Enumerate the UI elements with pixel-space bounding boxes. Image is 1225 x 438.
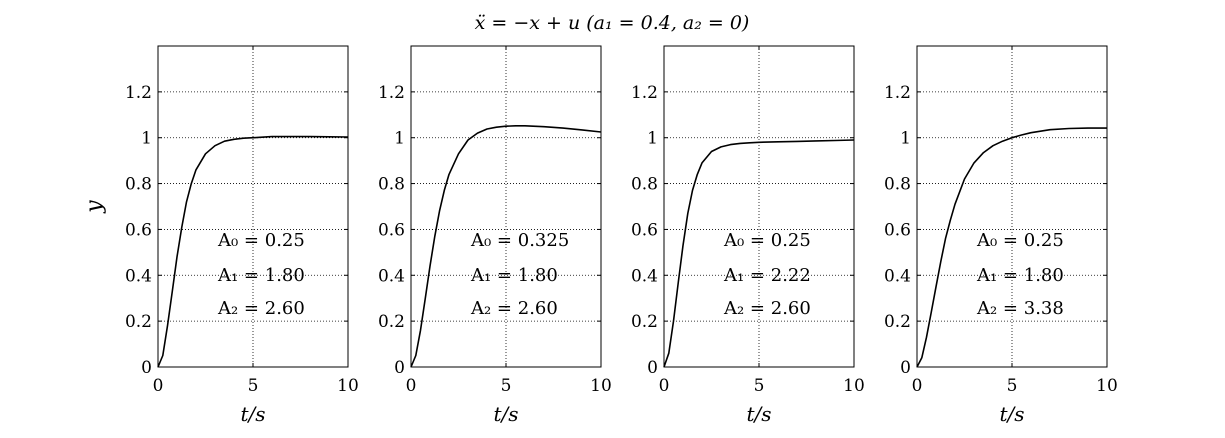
x-tick-label: 10 <box>1096 376 1118 396</box>
parameter-annotation: A₁ = 2.22 <box>723 265 811 286</box>
x-tick-label: 10 <box>843 376 865 396</box>
y-tick-label: 0.6 <box>125 220 152 240</box>
y-tick-label: 0 <box>141 358 152 378</box>
y-tick-label: 0 <box>900 358 911 378</box>
y-tick-label: 0 <box>394 358 405 378</box>
parameter-annotation: A₀ = 0.25 <box>723 230 811 251</box>
x-tick-label: 5 <box>248 376 259 396</box>
series-line <box>157 135 349 368</box>
x-tick-label: 0 <box>659 376 670 396</box>
x-axis-label: t/s <box>240 402 265 426</box>
y-tick-label: 1.2 <box>631 83 658 103</box>
parameter-annotation: A₀ = 0.25 <box>976 230 1064 251</box>
y-tick-label: 1.2 <box>125 83 152 103</box>
x-axis-label: t/s <box>999 402 1024 426</box>
x-tick-label: 5 <box>1007 376 1018 396</box>
subplot-1: 0 5 10 0 0.2 0.4 0.6 0.8 1 1.2 t/s y A₀ = 0.25 A₁ = 1… <box>82 45 359 426</box>
parameter-annotation: A₁ = 1.80 <box>470 265 558 286</box>
subplot-4: 0 5 10 0 0.2 0.4 0.6 0.8 1 1.2 t/s A₀ = 0.25 A₁ = 1.… <box>884 45 1118 426</box>
parameter-annotation: A₀ = 0.25 <box>217 230 305 251</box>
parameter-annotation: A₂ = 3.38 <box>976 298 1064 319</box>
parameter-annotation: A₁ = 1.80 <box>217 265 305 286</box>
x-tick-label: 5 <box>501 376 512 396</box>
y-tick-label: 0.2 <box>884 312 911 332</box>
x-tick-label: 0 <box>406 376 417 396</box>
y-tick-label: 0.2 <box>378 312 405 332</box>
y-tick-label: 0.4 <box>125 266 152 286</box>
y-tick-label: 1 <box>647 129 658 149</box>
y-tick-label: 0.8 <box>884 175 911 195</box>
y-tick-label: 1 <box>394 129 405 149</box>
series-line <box>663 139 855 368</box>
parameter-annotation: A₂ = 2.60 <box>723 298 811 319</box>
y-tick-label: 0.6 <box>631 220 658 240</box>
x-tick-label: 5 <box>754 376 765 396</box>
y-tick-label: 0.4 <box>884 266 911 286</box>
x-tick-label: 0 <box>153 376 164 396</box>
x-tick-label: 10 <box>337 376 359 396</box>
y-tick-label: 1.2 <box>378 83 405 103</box>
parameter-annotation: A₁ = 1.80 <box>976 265 1064 286</box>
x-tick-label: 10 <box>590 376 612 396</box>
y-tick-label: 0.2 <box>125 312 152 332</box>
figure-title: ẍ = −x + u (a₁ = 0.4, a₂ = 0) <box>475 12 750 34</box>
subplot-2: 0 5 10 0 0.2 0.4 0.6 0.8 1 1.2 t/s A₀ = 0.325 A₁ = 1… <box>378 45 612 426</box>
y-tick-label: 0.4 <box>378 266 405 286</box>
x-axis-label: t/s <box>493 402 518 426</box>
y-tick-label: 0 <box>647 358 658 378</box>
series-line <box>916 127 1107 368</box>
y-tick-label: 0.6 <box>884 220 911 240</box>
y-axis-label: y <box>82 200 107 214</box>
y-tick-label: 0.2 <box>631 312 658 332</box>
y-tick-label: 0.4 <box>631 266 658 286</box>
y-tick-label: 0.6 <box>378 220 405 240</box>
parameter-annotation: A₀ = 0.325 <box>470 230 569 251</box>
x-axis-label: t/s <box>746 402 771 426</box>
y-tick-label: 0.8 <box>378 175 405 195</box>
y-tick-label: 0.8 <box>125 175 152 195</box>
parameter-annotation: A₂ = 2.60 <box>217 298 305 319</box>
parameter-annotation: A₂ = 2.60 <box>470 298 558 319</box>
subplot-3: 0 5 10 0 0.2 0.4 0.6 0.8 1 1.2 t/s A₀ = 0.25 A₁ = 2.… <box>631 45 865 426</box>
y-tick-label: 0.8 <box>631 175 658 195</box>
series-line <box>410 125 602 368</box>
y-tick-label: 1.2 <box>884 83 911 103</box>
x-tick-label: 0 <box>912 376 923 396</box>
y-tick-label: 1 <box>141 129 152 149</box>
y-tick-label: 1 <box>900 129 911 149</box>
